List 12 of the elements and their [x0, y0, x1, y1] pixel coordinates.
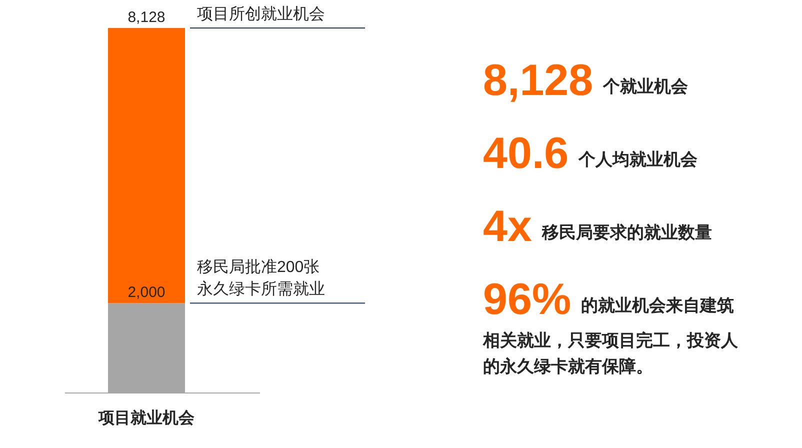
text: 个人均就业机会: [578, 150, 699, 169]
text: 8,128: [483, 56, 594, 105]
data-label: 2,000: [128, 284, 166, 302]
text: 个就业机会: [602, 77, 690, 96]
text: 4x: [483, 202, 532, 251]
x-tick-label: 项目就业机会: [98, 409, 196, 427]
text: 40.6: [483, 129, 569, 178]
text: 移民局要求的就业数量: [540, 223, 712, 242]
ref-line-label: 移民局批准200张永久绿卡所需就业: [197, 258, 325, 298]
ref-line-label: 项目所创就业机会: [197, 5, 325, 23]
text: 96%: [483, 275, 572, 324]
total-label: 8,128: [128, 9, 166, 26]
